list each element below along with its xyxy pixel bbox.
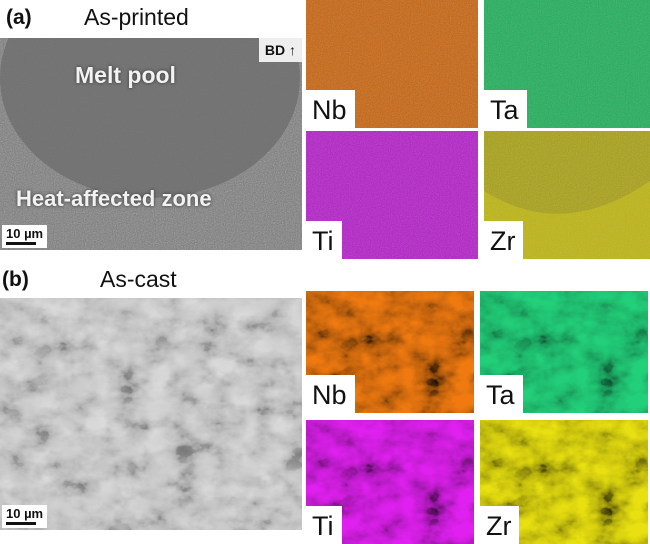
scale-bar: 10 µm xyxy=(2,225,48,248)
eds-map-ta: Ta xyxy=(484,0,650,128)
as-cast-micrograph: 10 µm xyxy=(0,298,302,530)
element-label: Zr xyxy=(484,221,524,259)
arrow-up-icon: ↑ xyxy=(289,42,296,58)
scale-bar-label: 10 µm xyxy=(6,506,44,521)
heat-affected-zone-label: Heat-affected zone xyxy=(16,186,212,211)
element-label: Ta xyxy=(484,90,527,128)
scale-bar: 10 µm xyxy=(2,505,48,528)
as-printed-micrograph: BD ↑ Melt pool Heat-affected zone 10 µm xyxy=(0,38,302,250)
build-direction-indicator: BD ↑ xyxy=(258,38,302,62)
eds-map-ti-cast: Ti xyxy=(306,420,474,544)
scale-bar-label: 10 µm xyxy=(6,226,44,241)
eds-map-ti: Ti xyxy=(306,131,478,259)
element-label: Nb xyxy=(306,375,355,413)
element-label: Ta xyxy=(480,375,523,413)
panel-a-title: As-printed xyxy=(84,4,189,30)
build-direction-label: BD xyxy=(264,42,286,58)
eds-map-ta-cast: Ta xyxy=(480,291,648,413)
eds-map-zr: Zr xyxy=(484,131,650,259)
panel-b-label: (b) xyxy=(2,268,29,291)
element-label: Zr xyxy=(480,506,520,544)
eds-map-nb: Nb xyxy=(306,0,478,128)
eds-map-zr-cast: Zr xyxy=(480,420,648,544)
element-label: Ti xyxy=(306,221,342,259)
element-label: Nb xyxy=(306,90,355,128)
panel-a-label: (a) xyxy=(6,6,32,29)
element-label: Ti xyxy=(306,506,342,544)
eds-map-nb-cast: Nb xyxy=(306,291,474,413)
panel-b-title: As-cast xyxy=(100,266,177,292)
melt-pool-label: Melt pool xyxy=(75,62,176,88)
